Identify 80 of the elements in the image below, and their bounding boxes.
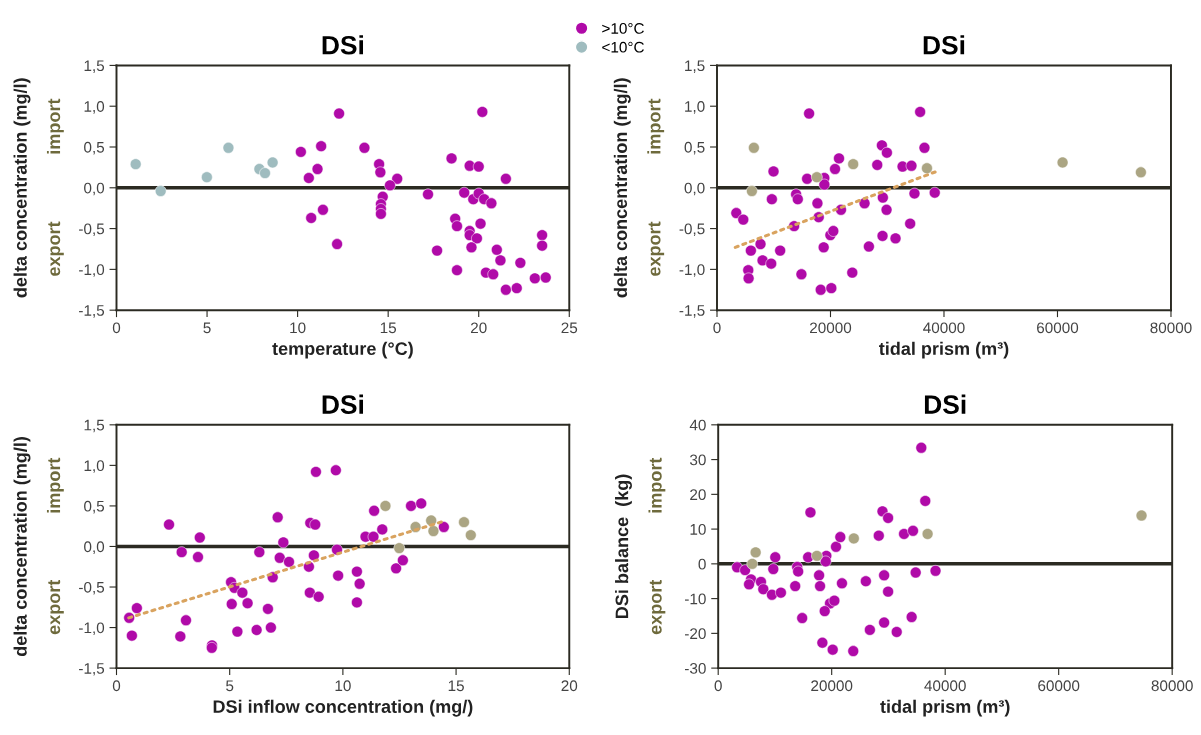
- y-tick-label: 1,5: [84, 419, 105, 433]
- y-tick-label: 0,0: [84, 182, 105, 196]
- y-tick-label: 0,0: [684, 182, 705, 196]
- text: import: [648, 457, 666, 513]
- y-tick-label: -10: [684, 593, 706, 605]
- y-tick-label: -0,5: [679, 223, 705, 237]
- x-tick-label: 20: [470, 322, 487, 334]
- x-tick-label: 15: [380, 322, 397, 334]
- x-tick-label: 40000: [923, 322, 965, 334]
- y-tick-label: -1,5: [679, 305, 705, 318]
- x-tick-label: 10: [290, 322, 306, 334]
- point: [889, 232, 902, 245]
- point: [1135, 509, 1148, 522]
- text: export: [48, 221, 64, 276]
- y-tick-label: 1,0: [84, 101, 105, 114]
- y-tick-label: -1,5: [79, 663, 105, 676]
- x-tick-label: 60000: [1037, 322, 1079, 334]
- x-tick-label: 5: [226, 680, 234, 692]
- x-axis-title: temperature (°C): [272, 341, 413, 359]
- x-tick-label: 15: [448, 680, 464, 692]
- x-tick-label: 40000: [924, 680, 966, 692]
- legend-label: <10°C: [602, 41, 644, 53]
- chart-title: DSi: [924, 394, 966, 414]
- x-tick-label: 25: [561, 322, 578, 334]
- y-tick-label: -1,5: [79, 305, 105, 318]
- y-tick-label: 0,5: [684, 141, 705, 155]
- x-axis-title: DSi inflow concentration (mg/): [213, 699, 473, 717]
- y-tick-label: 1,0: [685, 101, 705, 114]
- legend-label: >10°C: [602, 22, 644, 34]
- y-tick-label: -1,0: [79, 264, 105, 277]
- text: import: [647, 98, 665, 154]
- y-tick-label: -1,0: [79, 622, 105, 636]
- x-tick-label: 0: [713, 322, 721, 334]
- y-tick-label: 0,5: [84, 141, 105, 155]
- x-tick-label: 20: [561, 680, 578, 692]
- x-tick-label: 80000: [1150, 322, 1192, 334]
- text: import: [46, 98, 64, 154]
- chart-title: DSi: [923, 35, 965, 55]
- point: [312, 591, 325, 603]
- y-tick-label: -20: [684, 628, 706, 640]
- y-tick-label: 1,0: [84, 460, 105, 473]
- x-tick-label: 0: [112, 322, 121, 334]
- x-tick-label: 5: [203, 322, 211, 334]
- x-tick-label: 60000: [1038, 680, 1080, 692]
- y-tick-label: 10: [690, 523, 706, 535]
- y-tick-label: -0,5: [79, 223, 105, 237]
- point: [1056, 156, 1069, 169]
- y-axis-title: delta concentration (mg/l): [13, 78, 31, 298]
- point: [539, 271, 552, 284]
- text: export: [649, 579, 666, 635]
- y-tick-label: -1,0: [679, 264, 705, 277]
- x-tick-label: 80000: [1151, 680, 1193, 692]
- y-tick-label: 30: [689, 454, 706, 466]
- point: [828, 594, 841, 607]
- x-tick-label: 20000: [810, 322, 852, 334]
- text: export: [648, 221, 665, 276]
- y-axis-title: DSi balance (kg): [615, 474, 632, 618]
- y-tick-label: 1,5: [685, 60, 705, 73]
- x-tick-label: 0: [714, 680, 722, 692]
- y-tick-label: 1,5: [84, 60, 105, 73]
- y-tick-label: -0,5: [79, 581, 105, 595]
- y-axis-title: delta concentration (mg/l): [13, 437, 31, 657]
- y-tick-label: 0,5: [84, 500, 105, 514]
- chart-title: DSi: [322, 35, 364, 55]
- point: [236, 586, 249, 599]
- x-axis-title: tidal prism (m³): [880, 699, 1010, 717]
- x-tick-label: 20000: [811, 680, 853, 692]
- point: [908, 187, 921, 200]
- y-tick-label: 0: [698, 558, 706, 570]
- y-axis-title: delta concentration (mg/l): [613, 78, 631, 298]
- x-tick-label: 0: [112, 680, 121, 692]
- y-tick-label: 0,0: [84, 541, 105, 554]
- chart-title: DSi: [322, 394, 364, 414]
- text: export: [48, 579, 64, 635]
- y-tick-label: -30: [684, 662, 706, 674]
- y-tick-label: 40: [689, 419, 706, 431]
- y-tick-label: 20: [690, 489, 706, 501]
- x-axis-title: tidal prism (m³): [879, 341, 1009, 359]
- text: import: [46, 457, 64, 513]
- x-tick-label: 10: [335, 680, 351, 692]
